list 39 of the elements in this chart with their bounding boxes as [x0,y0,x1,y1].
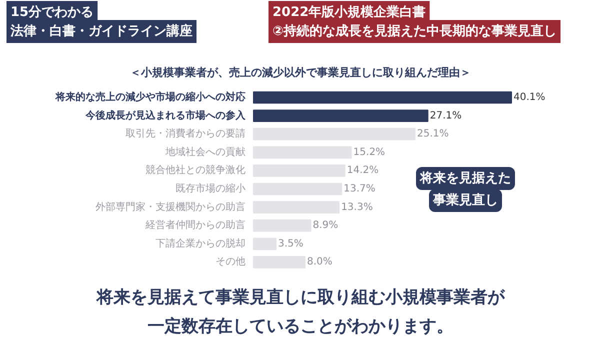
y-tick-label: その他 [216,256,246,268]
data-label: 15.2% [353,146,386,158]
y-tick-label: 外部専門家・支援機関からの助言 [96,200,246,213]
y-tick-label: 地域社会への貢献 [164,146,246,158]
data-label: 8.0% [306,256,332,268]
y-tick-label: 経営者仲間からの助言 [144,219,246,232]
bar [253,164,346,177]
text: 一定数存在していることがわかります。 [148,316,454,336]
data-label: 13.7% [344,184,376,194]
data-label: 14.2% [346,165,379,176]
bar [253,238,277,250]
data-label: 40.1% [514,92,546,103]
data-label: 27.1% [430,110,462,122]
data-label: 13.3% [341,202,373,213]
y-tick-label: 下請企業からの脱却 [156,237,246,250]
y-tick-label: 将来的な売上の減少や市場の縮小への対応 [54,91,246,103]
data-label: 3.5% [278,238,304,250]
annotation: 事業見直し [432,193,498,208]
y-tick-label: 競合他社との競争激化 [146,164,246,176]
text: 将来を見据えて事業見直しに取り組む小規模事業者が [96,288,506,308]
bar [253,128,416,140]
bar [253,110,428,122]
bar [253,182,342,196]
bar [253,219,312,232]
text: 2022年版小規模企業白書 [272,5,426,20]
y-tick-label: 今後成長が見込まれる市場への参入 [84,109,246,122]
text: ②持続的な成長を見据えた中長期的な事業見直し [272,24,557,39]
bar [253,146,352,159]
bar [253,91,512,104]
data-label: 25.1% [416,128,449,140]
text: 法律・白書・ガイドライン講座 [10,23,192,39]
text: 15分でわかる [10,5,94,20]
bar [253,256,306,268]
y-tick-label: 既存市場の縮小 [176,182,246,194]
bar [253,201,340,214]
chart-title: ＜小規模事業者が、売上の減少以外で事業見直しに取り組んだ理由＞ [130,66,471,79]
data-label: 8.9% [312,220,338,232]
annotation: 将来を見据えた [419,171,511,186]
y-tick-label: 取引先・消費者からの要請 [126,128,246,140]
